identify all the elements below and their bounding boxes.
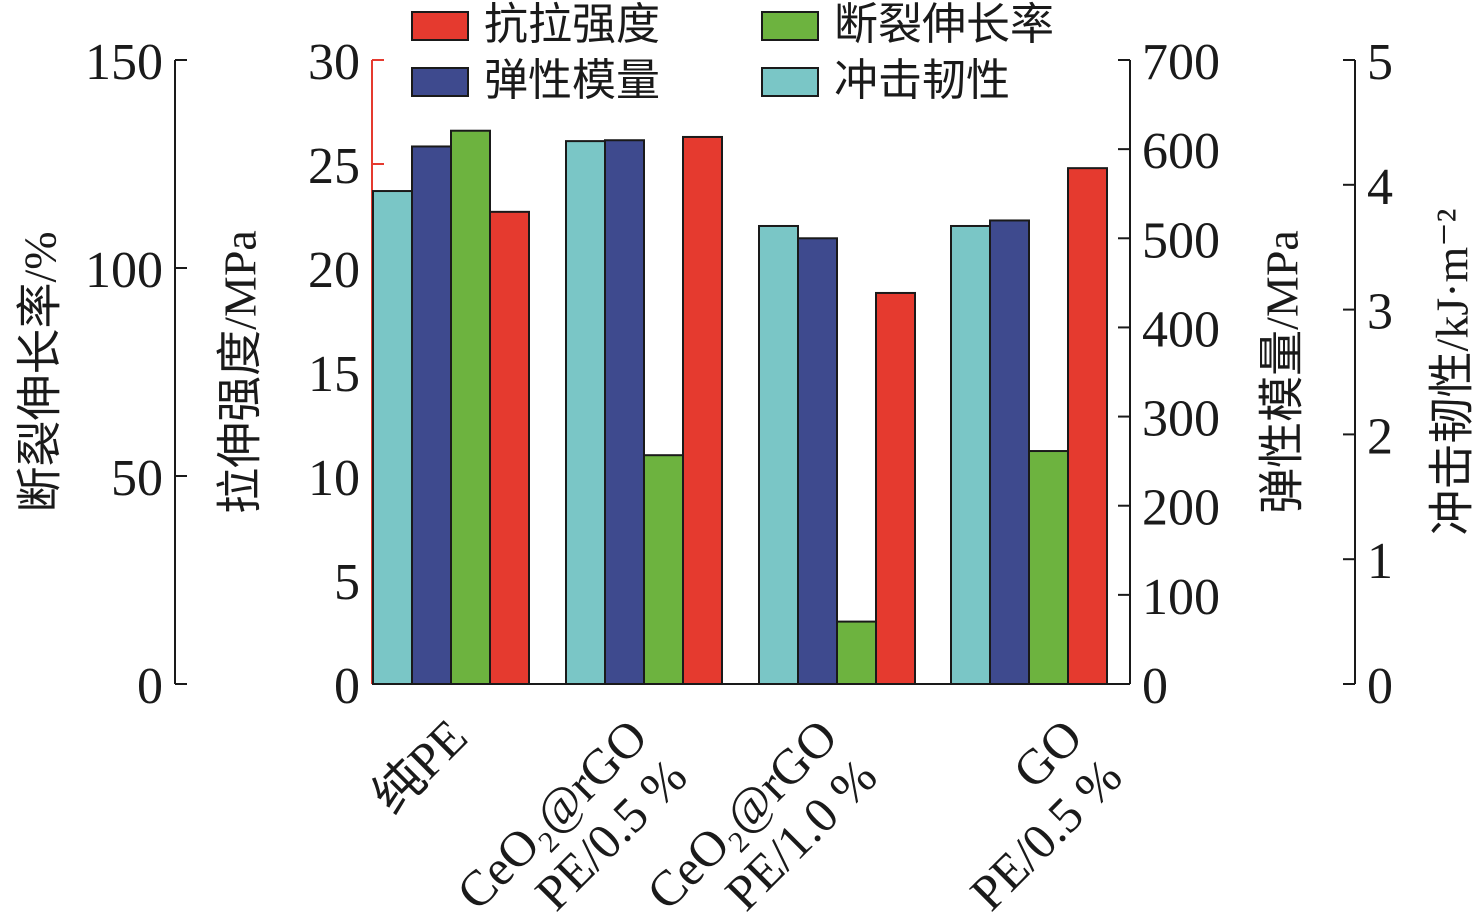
toughness-tick-label: 4 [1367, 159, 1393, 216]
toughness-tick-label: 2 [1367, 408, 1393, 465]
x-tick-label-group: PE/1.0 %CeO₂@rGO [636, 708, 888, 921]
axes-group: 050100150断裂伸长率/%051015202530拉伸强度/MPa0100… [15, 34, 1478, 715]
x-tick-labels-group: 纯PE PE/0.5 %CeO₂@rGO PE/1.0 %CeO₂@rGO PE/0.… [362, 708, 1133, 921]
modulus-axis-title: 弹性模量/MPa [1257, 230, 1308, 514]
x-tick-label-group: PE/0.5 %GO [959, 708, 1132, 921]
x-tick-label: 纯PE [362, 708, 478, 824]
elongation-tick-label: 50 [111, 450, 163, 507]
modulus-tick-label: 500 [1142, 212, 1220, 269]
bar-tensile-2 [875, 291, 916, 685]
bar-tensile-1 [682, 135, 723, 685]
bar-tensile-3 [1067, 167, 1108, 686]
bar-toughness-1 [565, 140, 606, 685]
legend-swatch [411, 67, 469, 97]
bar-toughness-3 [950, 224, 991, 685]
tensile-tick-label: 0 [334, 658, 360, 715]
tensile-tick-label: 10 [308, 450, 360, 507]
bar-elongation-0 [450, 129, 491, 686]
legend-swatch [761, 11, 819, 41]
elongation-tick-label: 100 [85, 242, 163, 299]
legend-label: 弹性模量 [484, 55, 660, 106]
bars-group [372, 129, 1108, 686]
toughness-tick-label: 0 [1367, 658, 1393, 715]
elongation-tick-label: 150 [85, 34, 163, 91]
bar-modulus-2 [797, 237, 838, 686]
legend-swatch [761, 67, 819, 97]
tensile-tick-label: 15 [308, 346, 360, 403]
legend-label: 断裂伸长率 [834, 0, 1054, 50]
bar-modulus-0 [411, 145, 452, 685]
modulus-tick-label: 400 [1142, 301, 1220, 358]
modulus-tick-label: 100 [1142, 569, 1220, 626]
modulus-tick-label: 0 [1142, 658, 1168, 715]
bar-modulus-3 [989, 219, 1030, 685]
bar-toughness-0 [372, 190, 413, 685]
x-tick-label-group: 纯PE [362, 708, 478, 824]
toughness-tick-label: 1 [1367, 533, 1393, 590]
bar-elongation-2 [836, 620, 877, 685]
tensile-tick-label: 30 [308, 34, 360, 91]
tensile-axis-title: 拉伸强度/MPa [215, 230, 266, 514]
tensile-tick-label: 20 [308, 242, 360, 299]
bar-elongation-3 [1028, 450, 1069, 686]
legend-label: 抗拉强度 [484, 0, 660, 50]
bar-toughness-2 [758, 224, 799, 685]
elongation-tick-label: 0 [137, 658, 163, 715]
bar-elongation-1 [643, 454, 684, 686]
bar-tensile-0 [489, 210, 530, 685]
elongation-axis-title: 断裂伸长率/% [15, 231, 66, 512]
legend-swatch [411, 11, 469, 41]
bar-modulus-1 [604, 139, 645, 685]
modulus-tick-label: 300 [1142, 391, 1220, 448]
modulus-tick-label: 600 [1142, 123, 1220, 180]
legend-label: 冲击韧性 [834, 55, 1010, 106]
modulus-tick-label: 700 [1142, 34, 1220, 91]
tensile-tick-label: 5 [334, 554, 360, 611]
toughness-tick-label: 3 [1367, 284, 1393, 341]
toughness-tick-label: 5 [1367, 34, 1393, 91]
toughness-axis-title: 冲击韧性/kJ·m⁻² [1427, 209, 1478, 536]
modulus-tick-label: 200 [1142, 480, 1220, 537]
tensile-tick-label: 25 [308, 138, 360, 195]
